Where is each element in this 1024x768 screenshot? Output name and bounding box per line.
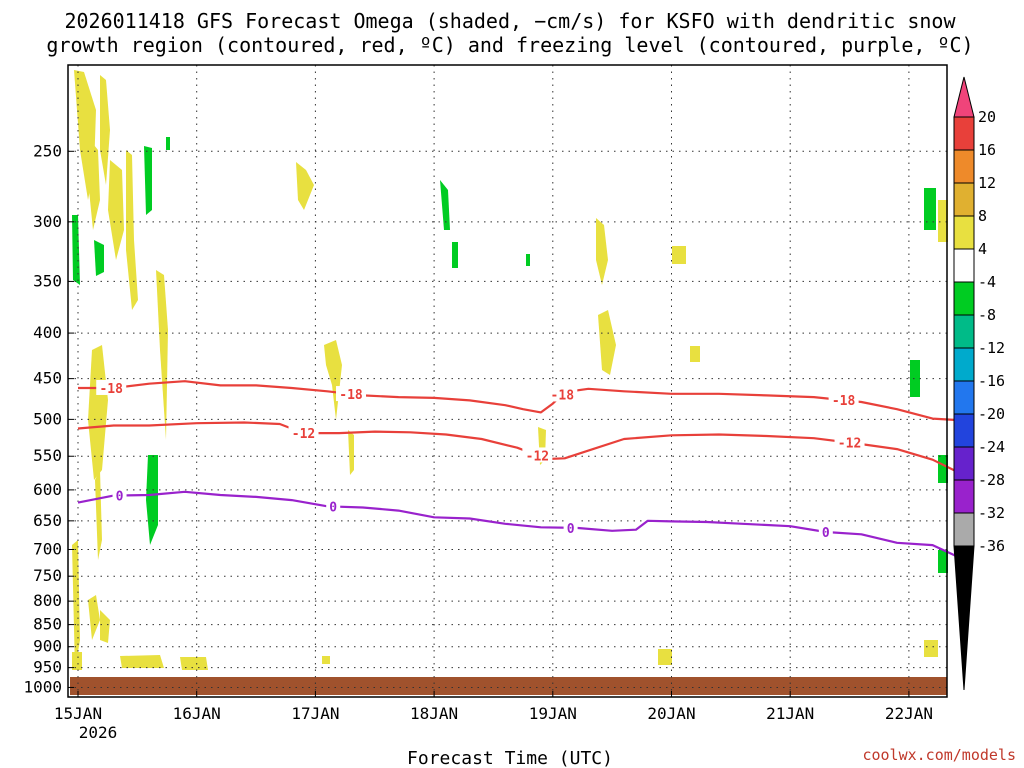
y-tick-label: 1000 (23, 677, 62, 696)
contour-label: -12 (292, 427, 315, 442)
contour-label-bg (547, 386, 578, 402)
contour-label-bg (112, 487, 127, 503)
x-tick-label: 15JAN (54, 704, 102, 723)
colorbar-segment (953, 182, 975, 217)
y-tick-label: 400 (33, 323, 62, 342)
y-tick-label: 550 (33, 446, 62, 465)
colorbar-label: 16 (978, 141, 996, 159)
contour-series: -18 -18 -18 -18 -12 -12 -12 0 0 0 0 (77, 379, 973, 562)
contour-label-bg (326, 498, 341, 514)
y-tick-label: 750 (33, 566, 62, 585)
x-tick-label: 22JAN (885, 704, 933, 723)
x-tick-label: 16JAN (173, 704, 221, 723)
colorbar-segment (953, 76, 975, 118)
colorbar-label: 8 (978, 207, 987, 225)
x-axis-label: Forecast Time (UTC) (407, 748, 613, 768)
contour-label-bg (522, 447, 553, 463)
colorbar-segment (953, 413, 975, 448)
y-tick-label: 800 (33, 591, 62, 610)
colorbar-label: -24 (978, 438, 1005, 456)
chart-title-line1: 2026011418 GFS Forecast Omega (shaded, −… (64, 9, 956, 33)
source-credit: coolwx.com/models (862, 746, 1016, 764)
colorbar-label: -12 (978, 339, 1005, 357)
y-tick-label: 850 (33, 615, 62, 634)
y-tick-label: 500 (33, 409, 62, 428)
y-tick-label: 650 (33, 511, 62, 530)
chart-title-line2: growth region (contoured, red, ºC) and f… (46, 33, 973, 57)
surface-terrain (70, 677, 947, 695)
colorbar-label: 12 (978, 174, 996, 192)
y-tick-label: 300 (33, 212, 62, 231)
contour-label: -18 (551, 388, 575, 403)
contour-label-bg (828, 392, 859, 408)
contour-line (77, 490, 973, 562)
colorbar-segment (953, 215, 975, 250)
x-tick-label: 18JAN (410, 704, 458, 723)
y-tick-label: 950 (33, 658, 62, 677)
contour-label-bg (563, 519, 578, 535)
contour-label: -18 (832, 394, 856, 409)
contour-label-bg (96, 379, 127, 395)
colorbar-label: -20 (978, 405, 1005, 423)
colorbar-label: -28 (978, 471, 1005, 489)
x-axis: 15JAN 16JAN 17JAN 18JAN 19JAN 20JAN 21JAN 22JAN (54, 691, 933, 723)
contour-label: -12 (838, 437, 861, 452)
contour-label: -12 (526, 449, 549, 464)
colorbar-segment (953, 512, 975, 547)
colorbar-segment (953, 545, 975, 691)
y-tick-label: 600 (33, 480, 62, 499)
colorbar-segment (953, 380, 975, 415)
colorbar-label: 4 (978, 240, 987, 258)
colorbar-label: -32 (978, 504, 1005, 522)
x-tick-label: 19JAN (529, 704, 577, 723)
contour-label-bg (834, 434, 865, 450)
colorbar-label: -36 (978, 537, 1005, 555)
contour-label-bg (288, 425, 319, 441)
y-tick-label: 250 (33, 141, 62, 160)
colorbar-label: 20 (978, 108, 996, 126)
colorbar-label: -8 (978, 306, 996, 324)
colorbar: 20 16 12 8 4 -4 -8 -12 -16 -20 -24 -28 -32 -36 (953, 76, 1005, 691)
colorbar-segment (953, 479, 975, 514)
colorbar-label: -4 (978, 273, 996, 291)
colorbar-segment (953, 116, 975, 151)
y-tick-label: 450 (33, 369, 62, 388)
colorbar-label: -16 (978, 372, 1005, 390)
plot-area (68, 65, 947, 697)
x-tick-label: 20JAN (647, 704, 695, 723)
contour-label-bg (818, 523, 833, 539)
y-tick-label: 900 (33, 637, 62, 656)
contour-label: -18 (99, 382, 123, 397)
colorbar-segment (953, 347, 975, 382)
colorbar-segment (953, 248, 975, 283)
colorbar-segment (953, 281, 975, 316)
contour-label: -18 (339, 388, 363, 403)
x-tick-label: 21JAN (766, 704, 814, 723)
x-year-label: 2026 (79, 723, 118, 742)
colorbar-segment (953, 446, 975, 481)
y-tick-label: 700 (33, 540, 62, 559)
colorbar-segment (953, 149, 975, 184)
contour-label-bg (336, 386, 367, 402)
contour-label: 0 (567, 522, 575, 537)
contour-label: 0 (116, 490, 124, 505)
plot-frame (67, 64, 948, 698)
grid-vertical (77, 65, 910, 697)
omega-shading (72, 70, 948, 670)
y-tick-label: 350 (33, 271, 62, 290)
contour-label: 0 (822, 526, 830, 541)
colorbar-segment (953, 314, 975, 349)
y-axis: 250 300 350 400 450 500 550 600 650 700 750 800 850 9… (23, 141, 74, 696)
contour-label: 0 (329, 501, 337, 516)
contour-line (78, 380, 972, 422)
x-tick-label: 17JAN (291, 704, 339, 723)
